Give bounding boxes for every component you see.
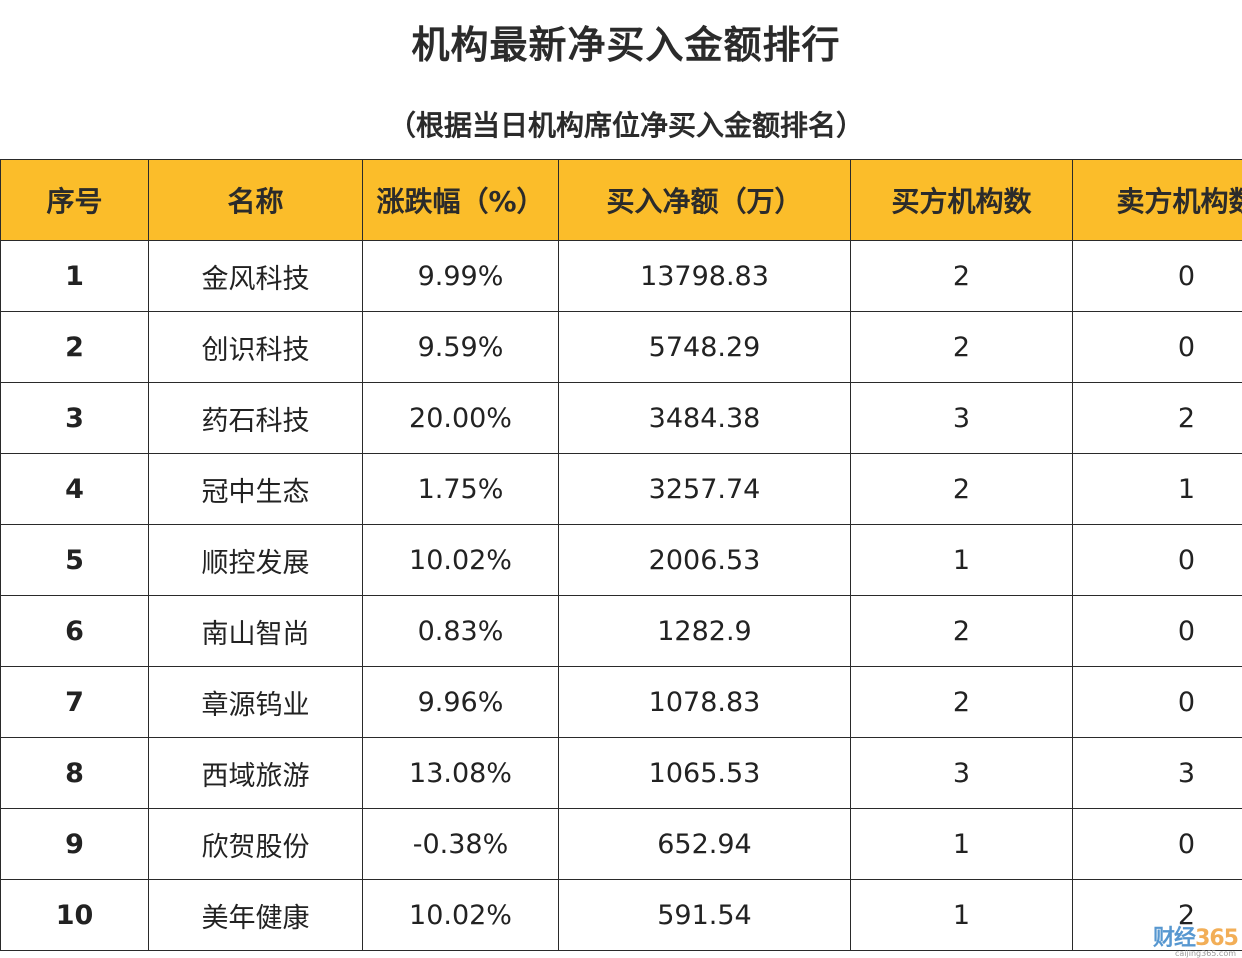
cell-change-pct: 20.00% — [362, 382, 559, 454]
cell-seller-count: 3 — [1072, 737, 1242, 809]
watermark-url: caijing365.com — [1174, 949, 1236, 958]
cell-seller-count: 2 — [1072, 879, 1242, 951]
cell-net-buy: 13798.83 — [558, 240, 851, 312]
table-row: 4 冠中生态 1.75% 3257.74 2 1 — [0, 453, 1242, 525]
cell-rank: 6 — [0, 595, 149, 667]
cell-change-pct: 9.59% — [362, 311, 559, 383]
page-subtitle: （根据当日机构席位净买入金额排名） — [387, 109, 864, 142]
header-name: 名称 — [148, 159, 363, 241]
cell-buyer-count: 2 — [850, 666, 1073, 738]
cell-change-pct: 9.96% — [362, 666, 559, 738]
cell-rank: 10 — [0, 879, 149, 951]
cell-rank: 2 — [0, 311, 149, 383]
cell-change-pct: 10.02% — [362, 879, 559, 951]
cell-net-buy: 1078.83 — [558, 666, 851, 738]
cell-net-buy: 3257.74 — [558, 453, 851, 525]
cell-rank: 7 — [0, 666, 149, 738]
cell-change-pct: 13.08% — [362, 737, 559, 809]
cell-buyer-count: 2 — [850, 311, 1073, 383]
cell-rank: 8 — [0, 737, 149, 809]
cell-seller-count: 0 — [1072, 311, 1242, 383]
cell-buyer-count: 1 — [850, 879, 1073, 951]
cell-seller-count: 2 — [1072, 382, 1242, 454]
cell-seller-count: 0 — [1072, 240, 1242, 312]
cell-name: 顺控发展 — [148, 524, 363, 596]
cell-seller-count: 0 — [1072, 595, 1242, 667]
cell-rank: 5 — [0, 524, 149, 596]
cell-change-pct: 10.02% — [362, 524, 559, 596]
table-row: 10 美年健康 10.02% 591.54 1 2 — [0, 879, 1242, 951]
cell-net-buy: 2006.53 — [558, 524, 851, 596]
watermark-brand-cn: 财经 — [1153, 926, 1196, 951]
cell-net-buy: 3484.38 — [558, 382, 851, 454]
table-row: 7 章源钨业 9.96% 1078.83 2 0 — [0, 666, 1242, 738]
cell-buyer-count: 1 — [850, 808, 1073, 880]
table-row: 9 欣贺股份 -0.38% 652.94 1 0 — [0, 808, 1242, 880]
cell-name: 美年健康 — [148, 879, 363, 951]
header-change-pct: 涨跌幅（%） — [362, 159, 559, 241]
cell-name: 药石科技 — [148, 382, 363, 454]
header-buyer-count: 买方机构数 — [850, 159, 1073, 241]
cell-buyer-count: 3 — [850, 382, 1073, 454]
cell-net-buy: 1065.53 — [558, 737, 851, 809]
cell-change-pct: -0.38% — [362, 808, 559, 880]
table-body: 1 金风科技 9.99% 13798.83 2 0 2 创识科技 9.59% 5748.29 2 0 3… — [0, 240, 1242, 951]
cell-name: 章源钨业 — [148, 666, 363, 738]
header-rank: 序号 — [0, 159, 149, 241]
table-row: 5 顺控发展 10.02% 2006.53 1 0 — [0, 524, 1242, 596]
table-row: 2 创识科技 9.59% 5748.29 2 0 — [0, 311, 1242, 383]
cell-buyer-count: 3 — [850, 737, 1073, 809]
cell-net-buy: 652.94 — [558, 808, 851, 880]
header-row: 序号 名称 涨跌幅（%） 买入净额（万） 买方机构数 卖方机构数 — [0, 159, 1242, 241]
cell-rank: 4 — [0, 453, 149, 525]
cell-change-pct: 0.83% — [362, 595, 559, 667]
cell-name: 冠中生态 — [148, 453, 363, 525]
ranking-table: 序号 名称 涨跌幅（%） 买入净额（万） 买方机构数 卖方机构数 1金风科技9.… — [0, 159, 1242, 951]
cell-buyer-count: 2 — [850, 595, 1073, 667]
table-header: 序号 名称 涨跌幅（%） 买入净额（万） 买方机构数 卖方机构数 — [0, 159, 1242, 241]
cell-buyer-count: 2 — [850, 453, 1073, 525]
watermark-logo: 财经365 caijing365.com — [1153, 920, 1239, 958]
watermark-brand-num: 365 — [1195, 926, 1239, 951]
cell-name: 金风科技 — [148, 240, 363, 312]
cell-name: 西域旅游 — [148, 737, 363, 809]
table-row: 6 南山智尚 0.83% 1282.9 2 0 — [0, 595, 1242, 667]
cell-change-pct: 1.75% — [362, 453, 559, 525]
cell-net-buy: 5748.29 — [558, 311, 851, 383]
cell-net-buy: 591.54 — [558, 879, 851, 951]
cell-name: 创识科技 — [148, 311, 363, 383]
cell-rank: 1 — [0, 240, 149, 312]
cell-name: 欣贺股份 — [148, 808, 363, 880]
page-title: 机构最新净买入金额排行 — [411, 23, 841, 67]
cell-change-pct: 9.99% — [362, 240, 559, 312]
cell-rank: 3 — [0, 382, 149, 454]
cell-seller-count: 0 — [1072, 808, 1242, 880]
cell-rank: 9 — [0, 808, 149, 880]
cell-seller-count: 0 — [1072, 524, 1242, 596]
cell-buyer-count: 2 — [850, 240, 1073, 312]
header-seller-count: 卖方机构数 — [1072, 159, 1242, 241]
table-row: 1 金风科技 9.99% 13798.83 2 0 — [0, 240, 1242, 312]
cell-seller-count: 0 — [1072, 666, 1242, 738]
table-row: 3 药石科技 20.00% 3484.38 3 2 — [0, 382, 1242, 454]
cell-name: 南山智尚 — [148, 595, 363, 667]
cell-seller-count: 1 — [1072, 453, 1242, 525]
table-row: 8 西域旅游 13.08% 1065.53 3 3 — [0, 737, 1242, 809]
cell-buyer-count: 1 — [850, 524, 1073, 596]
header-net-buy: 买入净额（万） — [558, 159, 851, 241]
cell-net-buy: 1282.9 — [558, 595, 851, 667]
